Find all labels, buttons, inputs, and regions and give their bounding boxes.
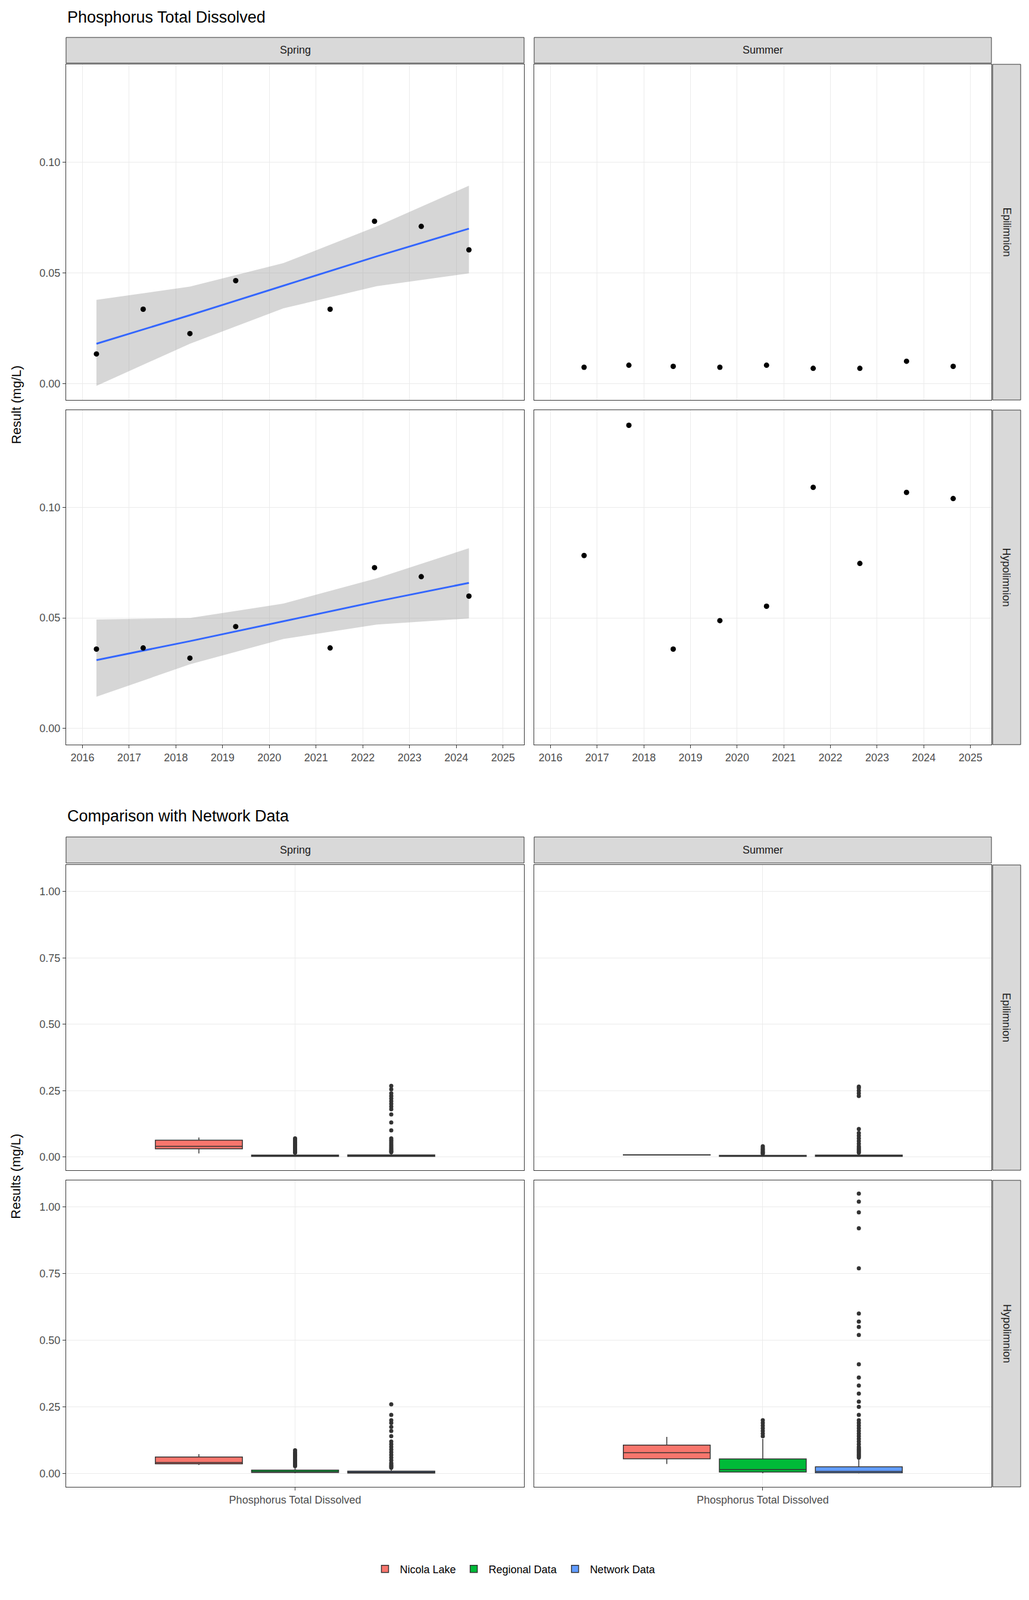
svg-text:0.75: 0.75 — [39, 952, 61, 965]
svg-text:Results (mg/L): Results (mg/L) — [8, 1134, 24, 1220]
svg-text:Hypolimnion: Hypolimnion — [1000, 547, 1013, 607]
svg-text:2021: 2021 — [771, 752, 796, 765]
svg-text:Epilimnion: Epilimnion — [1000, 993, 1013, 1043]
svg-text:Regional Data: Regional Data — [488, 1564, 558, 1577]
svg-text:0.50: 0.50 — [39, 1018, 61, 1031]
svg-text:2017: 2017 — [117, 752, 142, 765]
svg-text:2022: 2022 — [350, 752, 375, 765]
svg-text:Network Data: Network Data — [590, 1564, 656, 1577]
svg-text:0.05: 0.05 — [39, 267, 61, 280]
svg-text:Hypolimnion: Hypolimnion — [1001, 1304, 1013, 1364]
svg-text:Nicola Lake: Nicola Lake — [400, 1564, 457, 1577]
svg-text:2021: 2021 — [304, 752, 329, 765]
svg-text:Spring: Spring — [279, 844, 311, 857]
svg-text:0.10: 0.10 — [39, 501, 61, 514]
svg-text:1.00: 1.00 — [39, 1201, 61, 1214]
svg-text:0.00: 0.00 — [39, 1151, 61, 1164]
svg-text:Comparison with Network Data: Comparison with Network Data — [67, 807, 290, 826]
svg-text:2016: 2016 — [538, 752, 563, 765]
svg-text:Summer: Summer — [742, 44, 784, 56]
svg-text:0.05: 0.05 — [39, 612, 61, 625]
svg-text:2025: 2025 — [958, 752, 983, 765]
svg-text:2022: 2022 — [818, 752, 843, 765]
svg-text:2023: 2023 — [865, 752, 890, 765]
svg-text:2017: 2017 — [585, 752, 610, 765]
svg-text:2019: 2019 — [210, 752, 235, 765]
svg-text:0.75: 0.75 — [39, 1268, 61, 1281]
svg-text:Phosphorus Total Dissolved: Phosphorus Total Dissolved — [696, 1494, 829, 1507]
svg-text:0.50: 0.50 — [39, 1335, 61, 1347]
svg-text:Spring: Spring — [279, 44, 311, 56]
svg-text:Phosphorus Total Dissolved: Phosphorus Total Dissolved — [67, 8, 266, 27]
svg-text:2018: 2018 — [631, 752, 656, 765]
svg-text:2018: 2018 — [163, 752, 188, 765]
svg-text:0.25: 0.25 — [39, 1401, 61, 1414]
svg-text:Summer: Summer — [742, 844, 784, 857]
svg-text:2020: 2020 — [725, 752, 750, 765]
svg-text:0.00: 0.00 — [39, 378, 61, 391]
svg-text:2024: 2024 — [444, 752, 469, 765]
svg-text:0.25: 0.25 — [39, 1085, 61, 1098]
svg-text:1.00: 1.00 — [39, 886, 61, 898]
svg-text:0.00: 0.00 — [39, 722, 61, 735]
svg-text:Result (mg/L): Result (mg/L) — [8, 365, 24, 445]
svg-text:0.10: 0.10 — [39, 156, 61, 169]
svg-text:2023: 2023 — [397, 752, 422, 765]
svg-text:2016: 2016 — [70, 752, 95, 765]
svg-text:2019: 2019 — [678, 752, 703, 765]
svg-text:2024: 2024 — [911, 752, 936, 765]
svg-text:Epilimnion: Epilimnion — [1001, 207, 1013, 258]
svg-text:2025: 2025 — [491, 752, 516, 765]
svg-text:0.00: 0.00 — [39, 1468, 61, 1481]
svg-text:Phosphorus Total Dissolved: Phosphorus Total Dissolved — [229, 1494, 362, 1507]
svg-text:2020: 2020 — [257, 752, 282, 765]
